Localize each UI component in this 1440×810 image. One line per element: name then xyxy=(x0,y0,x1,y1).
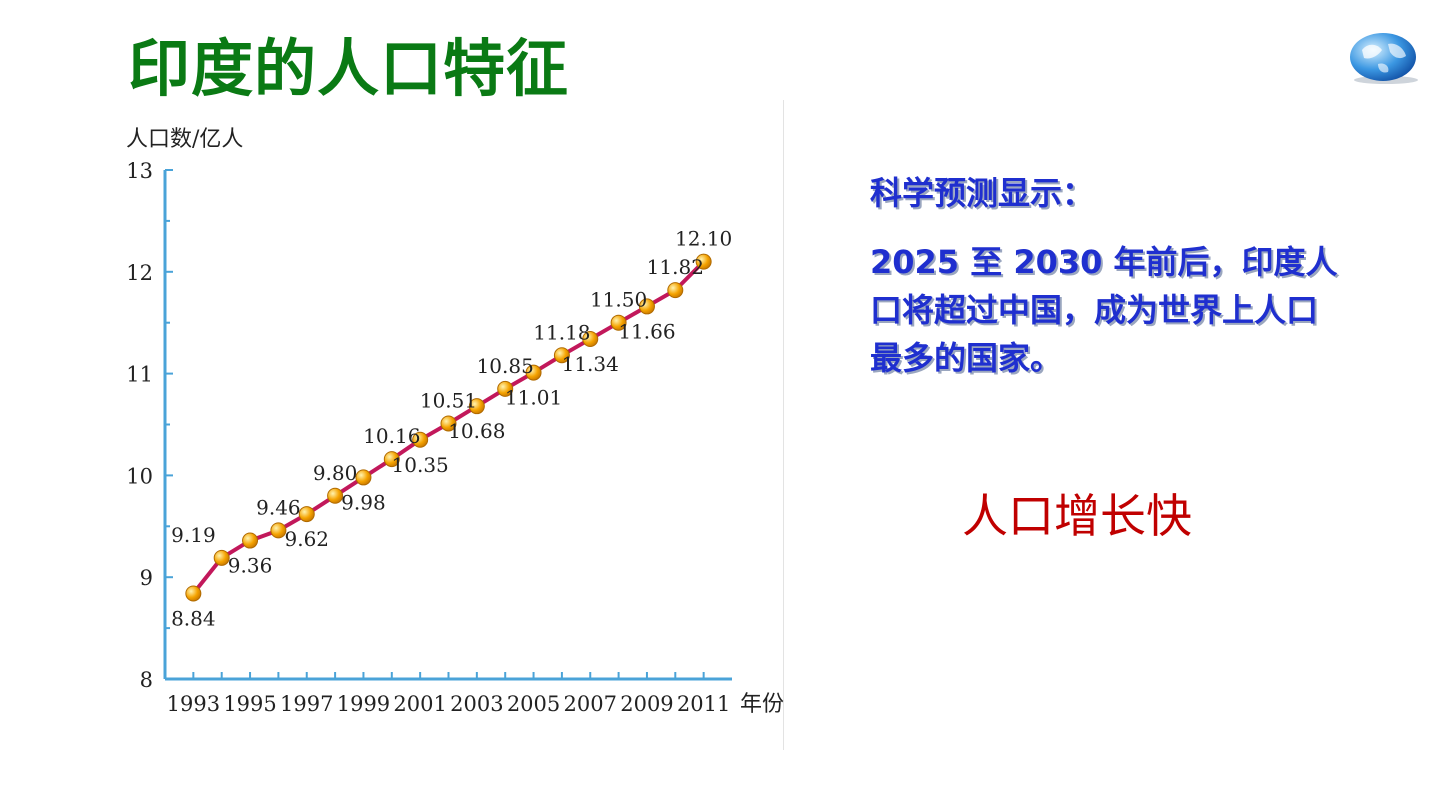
y-tick-label: 8 xyxy=(140,668,153,692)
data-point xyxy=(695,253,712,270)
data-point xyxy=(638,298,655,315)
x-tick-label: 1997 xyxy=(280,692,333,716)
data-point xyxy=(412,431,429,448)
data-label: 11.18 xyxy=(533,320,590,344)
data-label: 9.19 xyxy=(171,523,216,547)
x-tick-label: 2003 xyxy=(450,692,503,716)
x-tick-label: 2011 xyxy=(677,692,730,716)
y-tick-label: 11 xyxy=(126,363,153,387)
x-tick-label: 1993 xyxy=(167,692,220,716)
data-point xyxy=(383,451,400,468)
data-label: 12.10 xyxy=(675,227,732,251)
y-tick-label: 12 xyxy=(126,261,153,285)
data-point xyxy=(327,487,344,504)
x-tick-label: 2009 xyxy=(620,692,673,716)
data-label: 9.80 xyxy=(313,461,358,485)
x-tick-label: 2007 xyxy=(564,692,617,716)
data-point xyxy=(298,506,315,523)
prediction-body: 2025 至 2030 年前后，印度人口将超过中国，成为世界上人口最多的国家。 xyxy=(870,243,1338,377)
data-label: 9.46 xyxy=(256,495,301,519)
data-point xyxy=(610,314,627,331)
data-point xyxy=(667,282,684,299)
data-label: 10.68 xyxy=(448,419,505,443)
data-point xyxy=(440,415,457,432)
x-tick-label: 2001 xyxy=(393,692,446,716)
data-label: 9.36 xyxy=(228,554,273,578)
y-tick-label: 13 xyxy=(126,159,153,183)
prediction-heading: 科学预测显示： xyxy=(870,174,1095,212)
data-point xyxy=(525,364,542,381)
data-point xyxy=(497,380,514,397)
slide-title: 印度的人口特征 xyxy=(128,32,570,105)
data-label: 8.84 xyxy=(171,606,216,630)
data-label: 11.01 xyxy=(505,386,562,410)
data-label: 10.16 xyxy=(363,424,420,448)
slide-divider xyxy=(783,100,784,750)
data-point xyxy=(355,469,372,486)
conclusion-text: 人口增长快 xyxy=(962,489,1192,543)
prediction-panel: 科学预测显示： 2025 至 2030 年前后，印度人口将超过中国，成为世界上人… xyxy=(870,168,1340,382)
data-point xyxy=(468,398,485,415)
data-label: 11.50 xyxy=(590,288,647,312)
globe-icon xyxy=(1350,33,1418,84)
x-axis-unit: 年份 xyxy=(740,692,784,717)
data-label: 11.34 xyxy=(562,352,619,376)
x-tick-label: 2005 xyxy=(507,692,560,716)
data-label: 9.98 xyxy=(341,490,386,514)
data-point xyxy=(553,347,570,364)
data-label: 10.51 xyxy=(420,388,477,412)
data-label: 10.85 xyxy=(477,354,534,378)
data-point xyxy=(185,585,202,602)
data-label: 11.82 xyxy=(647,255,704,279)
y-tick-label: 9 xyxy=(140,566,153,590)
x-tick-label: 1995 xyxy=(223,692,276,716)
data-label: 10.35 xyxy=(392,453,449,477)
data-point xyxy=(213,549,230,566)
data-point xyxy=(242,532,259,549)
y-axis-title: 人口数/亿人 xyxy=(126,127,243,152)
data-point xyxy=(582,330,599,347)
data-label: 9.62 xyxy=(284,527,329,551)
data-label: 11.66 xyxy=(618,319,675,343)
data-point xyxy=(270,522,287,539)
y-tick-label: 10 xyxy=(126,464,153,488)
x-tick-label: 1999 xyxy=(337,692,390,716)
